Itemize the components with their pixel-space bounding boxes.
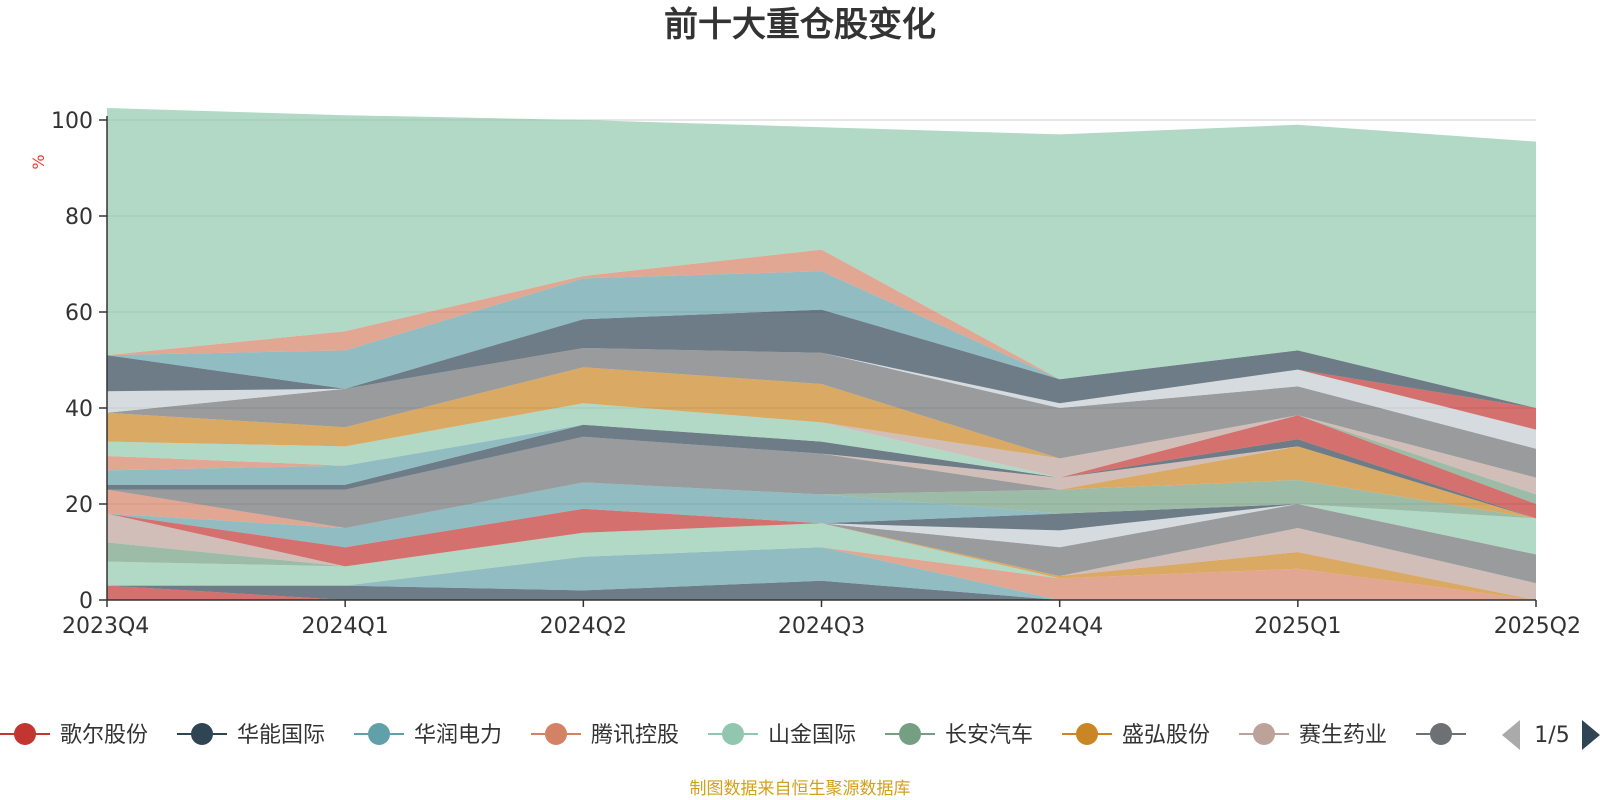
legend-label: 华能国际: [237, 723, 325, 748]
area-series-18[interactable]: [107, 436, 1536, 519]
area-series-2[interactable]: [107, 580, 1536, 600]
legend-marker-icon: [899, 723, 921, 745]
area-series-20[interactable]: [107, 424, 1536, 519]
area-series-12[interactable]: [107, 504, 1536, 567]
pager-prev-arrow-icon[interactable]: [1502, 720, 1520, 750]
legend-item[interactable]: 腾讯控股: [531, 723, 679, 748]
legend-item[interactable]: 盛弘股份: [1062, 723, 1210, 748]
area-series-28[interactable]: [107, 348, 1536, 478]
legend-item[interactable]: 山金国际: [708, 723, 856, 748]
legend-label: 华润电力: [414, 723, 502, 748]
area-series-15[interactable]: [107, 480, 1536, 528]
legend-label: I: [1476, 723, 1483, 748]
area-series-27[interactable]: [107, 367, 1536, 478]
legend-marker-icon: [368, 723, 390, 745]
x-tick-label: 2024Q1: [302, 614, 389, 639]
legend-marker-icon: [14, 723, 36, 745]
pager-page-indicator: 1/5: [1534, 723, 1569, 748]
legend-marker-icon: [1253, 723, 1275, 745]
area-series-34[interactable]: [107, 108, 1536, 408]
data-source-note: 制图数据来自恒生聚源数据库: [690, 779, 911, 799]
x-tick-label: 2024Q3: [778, 614, 865, 639]
area-series: [107, 108, 1536, 600]
y-tick-label: 60: [65, 301, 93, 326]
x-tick-label: 2023Q4: [62, 614, 149, 639]
x-tick-label: 2024Q4: [1016, 614, 1103, 639]
area-series-10[interactable]: [107, 504, 1536, 567]
y-tick-label: 20: [65, 493, 93, 518]
legend-label: 盛弘股份: [1122, 723, 1210, 748]
x-tick-label: 2025Q2: [1494, 614, 1581, 639]
area-series-3[interactable]: [107, 547, 1536, 600]
y-tick-label: 0: [79, 589, 93, 614]
x-tick-labels: 2023Q4 2024Q1 2024Q2 2024Q3 2024Q4 2025Q1 2025…: [62, 600, 1581, 639]
y-axis-unit: %: [29, 154, 48, 169]
x-tick-label: 2024Q2: [540, 614, 627, 639]
area-series-17[interactable]: [107, 436, 1536, 528]
legend-label: 山金国际: [768, 723, 856, 748]
legend-marker-icon: [191, 723, 213, 745]
area-series-14[interactable]: [107, 482, 1536, 548]
legend-item[interactable]: 华润电力: [354, 723, 502, 748]
legend-label: 歌尔股份: [60, 723, 148, 748]
x-tick-label: 2025Q1: [1254, 614, 1341, 639]
area-series-24[interactable]: [107, 403, 1536, 504]
y-tick-label: 80: [65, 205, 93, 230]
legend-item[interactable]: 赛生药业: [1239, 723, 1387, 748]
area-series-32[interactable]: [107, 271, 1536, 408]
area-series-31[interactable]: [107, 309, 1536, 408]
legend: 歌尔股份 华能国际 华润电力 腾讯控股 山金国际 长安汽车 盛弘股份 赛生药业 I: [0, 723, 1483, 748]
y-tick-label: 100: [51, 109, 93, 134]
legend-marker-icon: [722, 723, 744, 745]
area-series-33[interactable]: [107, 249, 1536, 408]
area-series-5[interactable]: [107, 523, 1536, 600]
y-tick-label: 40: [65, 397, 93, 422]
legend-pager: 1/5: [1502, 720, 1600, 750]
legend-marker-icon: [545, 723, 567, 745]
legend-marker-icon: [1076, 723, 1098, 745]
legend-item[interactable]: 长安汽车: [885, 723, 1033, 748]
legend-label: 赛生药业: [1299, 723, 1387, 748]
legend-label: 腾讯控股: [591, 723, 679, 748]
legend-marker-icon: [1430, 723, 1452, 745]
legend-label: 长安汽车: [945, 723, 1033, 748]
y-tick-labels: 0 20 40 60 80 100: [51, 109, 107, 614]
chart-title: 前十大重仓股变化: [664, 5, 936, 45]
legend-item[interactable]: I: [1416, 723, 1483, 748]
area-series-1[interactable]: [107, 585, 1536, 600]
legend-item[interactable]: 华能国际: [177, 723, 325, 748]
legend-item[interactable]: 歌尔股份: [0, 723, 148, 748]
area-series-7[interactable]: [107, 523, 1536, 600]
area-series-4[interactable]: [107, 547, 1536, 600]
area-series-21[interactable]: [107, 424, 1536, 519]
pager-next-arrow-icon[interactable]: [1582, 720, 1600, 750]
